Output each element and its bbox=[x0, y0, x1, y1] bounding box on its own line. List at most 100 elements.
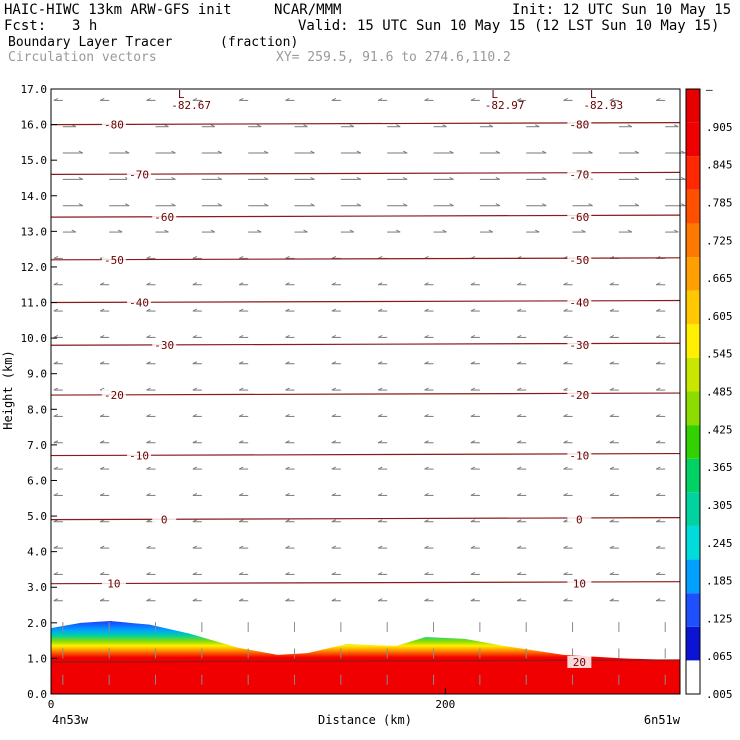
vector-head bbox=[424, 545, 429, 549]
y-tick-label: 13.0 bbox=[21, 225, 48, 238]
vector-head bbox=[424, 571, 429, 575]
vector-head bbox=[238, 440, 244, 444]
vector-head bbox=[171, 150, 176, 154]
isotherm-label: -60 bbox=[154, 211, 174, 224]
vector-head bbox=[331, 334, 337, 338]
vector-head bbox=[146, 308, 151, 312]
vector-head bbox=[470, 334, 476, 338]
vector-head bbox=[470, 466, 476, 470]
colorbar-swatch bbox=[686, 89, 700, 123]
vector-head bbox=[331, 308, 337, 312]
y-tick-label: 9.0 bbox=[27, 368, 47, 381]
vector-head bbox=[516, 282, 522, 286]
isotherm-label-bg bbox=[567, 449, 592, 462]
colorbar-label: .485 bbox=[706, 386, 733, 399]
low-marker-letter: L bbox=[491, 88, 498, 101]
vector-head bbox=[609, 492, 615, 496]
vector-head bbox=[192, 387, 198, 391]
vector-head bbox=[563, 440, 568, 444]
isotherm-label: 0 bbox=[161, 514, 168, 527]
vector-head bbox=[331, 97, 337, 101]
vector-head bbox=[588, 203, 593, 207]
vector-head bbox=[192, 361, 198, 365]
isotherm-label: 10 bbox=[107, 578, 120, 591]
vector-head bbox=[442, 124, 447, 128]
vector-head bbox=[470, 387, 476, 391]
vector-head bbox=[516, 361, 522, 365]
isotherm-label-bg bbox=[127, 168, 152, 181]
colorbar-label: .305 bbox=[706, 499, 733, 512]
vector-head bbox=[331, 387, 337, 391]
vector-head bbox=[210, 229, 216, 233]
vector-head bbox=[609, 361, 615, 365]
vector-head bbox=[449, 150, 454, 154]
vector-head bbox=[377, 387, 383, 391]
colorbar-label: .665 bbox=[706, 272, 733, 285]
vector-head bbox=[395, 229, 401, 233]
vector-head bbox=[680, 150, 686, 154]
vector-head bbox=[331, 361, 337, 365]
low-marker-letter: L bbox=[590, 88, 597, 101]
vector-head bbox=[609, 466, 615, 470]
colorbar-label: .605 bbox=[706, 310, 733, 323]
vector-head bbox=[192, 97, 198, 101]
vector-head bbox=[563, 519, 568, 523]
vector-head bbox=[331, 282, 337, 286]
vector-head bbox=[516, 387, 522, 391]
field-name: Boundary Layer Tracer bbox=[8, 35, 173, 50]
colorbar-swatch bbox=[686, 189, 700, 224]
vector-head bbox=[285, 492, 290, 496]
vector-head bbox=[99, 466, 105, 470]
vector-head bbox=[470, 440, 476, 444]
vector-head bbox=[470, 545, 476, 549]
colorbar-label: .365 bbox=[706, 461, 733, 474]
vector-head bbox=[609, 545, 615, 549]
vector-head bbox=[192, 519, 198, 523]
y-tick-label: 5.0 bbox=[27, 510, 47, 523]
vector-head bbox=[256, 124, 262, 128]
low-markers: L-82.67L-82.97L-82.93 bbox=[171, 88, 623, 112]
colorbar-swatch bbox=[686, 492, 700, 526]
isotherm-label: 0 bbox=[576, 514, 583, 527]
isotherm-label: 10 bbox=[573, 578, 586, 591]
vector-head bbox=[377, 282, 383, 286]
vector-head bbox=[192, 440, 198, 444]
circulation-vectors bbox=[53, 97, 686, 685]
vector-head bbox=[53, 334, 59, 338]
vector-head bbox=[99, 545, 105, 549]
vector-head bbox=[99, 571, 105, 575]
vector-head bbox=[516, 97, 522, 101]
vector-head bbox=[563, 492, 568, 496]
y-tick-label: 1.0 bbox=[27, 652, 47, 665]
vector-head bbox=[470, 519, 476, 523]
vector-head bbox=[377, 97, 383, 101]
colorbar-swatch bbox=[686, 525, 700, 560]
vector-head bbox=[470, 308, 476, 312]
vector-head bbox=[680, 203, 686, 207]
vector-head bbox=[146, 466, 151, 470]
vector-head bbox=[217, 150, 223, 154]
vector-head bbox=[171, 176, 176, 180]
y-tick-label: 17.0 bbox=[21, 83, 48, 96]
vector-head bbox=[53, 545, 59, 549]
isotherm-contours: -80 -80 -70 -70 -60 -60 -50 -50 -40 -40 -30 -30 -20 -… bbox=[50, 118, 681, 669]
vector-head bbox=[655, 413, 661, 417]
vector-head bbox=[285, 571, 290, 575]
vector-head bbox=[53, 97, 59, 101]
colorbar-label: .905 bbox=[706, 121, 733, 134]
vector-head bbox=[78, 203, 84, 207]
vector-head bbox=[285, 545, 290, 549]
colorbar-label: – bbox=[706, 83, 713, 96]
colorbar-label: .845 bbox=[706, 159, 733, 172]
vector-head bbox=[627, 229, 633, 233]
vector-head bbox=[680, 176, 686, 180]
vector-head bbox=[609, 598, 615, 602]
colorbar: .005 .065 .125 .185 .245 .305 .365 .425 .485 .545… bbox=[685, 83, 733, 701]
isotherm-label-bg bbox=[101, 389, 126, 402]
vector-head bbox=[99, 519, 105, 523]
vector-head bbox=[53, 571, 59, 575]
vector-head bbox=[563, 334, 568, 338]
vector-head bbox=[146, 413, 151, 417]
vector-head bbox=[192, 334, 198, 338]
forecast-label: Fcst: bbox=[4, 18, 47, 34]
